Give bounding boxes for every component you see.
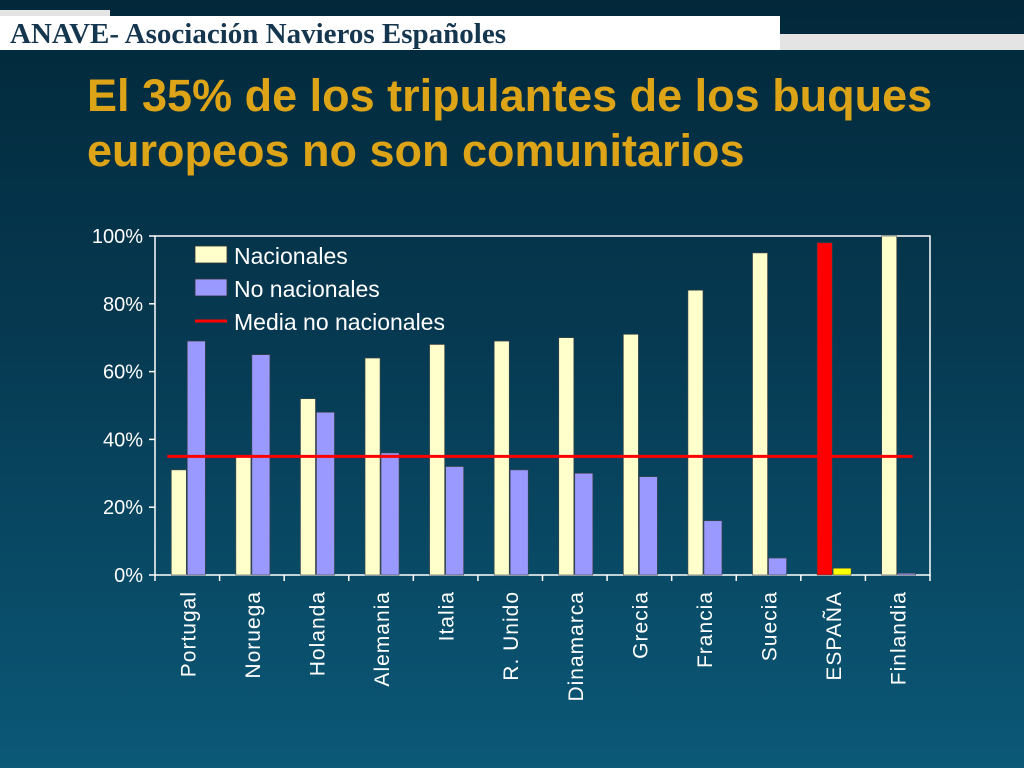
legend-label-media: Media no nacionales [234,309,445,335]
bar-no-nacionales [703,520,723,576]
bar-nacionales [300,398,316,576]
bar-no-nacionales [380,452,400,576]
header-bar-extension [780,34,1024,50]
bar-no-nacionales [251,354,271,576]
y-tick-label: 20% [103,497,143,519]
bar-nacionales [881,235,898,576]
category-label: R. Unido [500,591,523,681]
bar-no-nacionales [639,476,658,576]
bar-no-nacionales [832,567,852,576]
category-label: Finlandia [888,591,911,685]
legend-swatch-nacionales [194,245,228,264]
bar-no-nacionales [897,573,917,576]
bar-nacionales [816,242,833,576]
organization-title: ANAVE- Asociación Navieros Españoles [10,18,507,50]
bar-no-nacionales [768,557,787,576]
bar-nacionales [364,357,381,576]
x-axis: Portugal Noruega Holanda Alemania Italia R. U… [154,575,931,702]
header-bar [0,16,780,50]
category-label: Francia [694,591,717,668]
bar-no-nacionales [445,466,464,576]
bars [170,235,917,576]
y-tick-label: 80% [103,294,143,316]
category-label: Italia [436,591,459,641]
bar-nacionales [752,252,768,576]
category-label: Portugal [177,591,200,677]
legend-label-no-nacionales: No nacionales [234,276,380,302]
y-tick-label: 40% [103,429,143,451]
slide-title: El 35% de los tripulantes de los buques … [87,70,933,176]
category-label: ESPAÑA [822,591,846,681]
bar-nacionales [235,456,252,576]
category-label: Alemania [371,591,394,687]
bar-no-nacionales [186,340,206,576]
category-label: Holanda [306,591,329,676]
bar-nacionales [170,469,187,576]
category-label: Suecia [759,591,782,661]
legend: Nacionales No nacionales Media no nacion… [194,243,445,335]
legend-label-nacionales: Nacionales [234,243,348,269]
bar-nacionales [493,340,510,576]
bar-no-nacionales [316,411,335,576]
bar-nacionales [429,344,445,576]
y-axis: 0% 20% 40% 60% 80% 100% [92,226,155,587]
y-tick-label: 0% [114,565,143,587]
bar-nacionales [687,289,704,576]
category-label: Dinamarca [565,591,588,702]
bar-no-nacionales [574,472,594,576]
legend-swatch-no-nacionales [194,278,228,297]
y-tick-label: 100% [92,226,143,248]
y-tick-label: 60% [103,362,143,384]
category-label: Grecia [629,591,652,659]
category-label: Noruega [242,591,265,679]
bar-nacionales [623,334,639,576]
header-accent [0,10,110,18]
bar-no-nacionales [509,469,529,576]
